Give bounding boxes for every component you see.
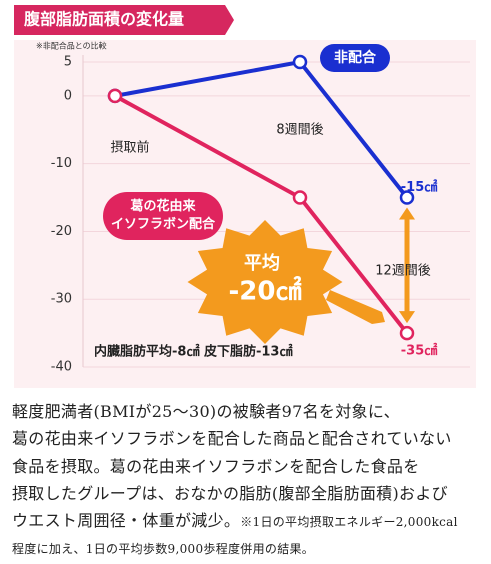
data-point (107, 88, 123, 104)
arrow-head (399, 311, 415, 324)
text-line: 軽度肥満者(BMIが25～30)の被験者97名を対象に、 (12, 402, 400, 421)
y-tick-label: 0 (64, 88, 72, 103)
pointer-arrow (326, 290, 385, 324)
x-tick-label: 8週間後 (276, 123, 323, 138)
footnote: 程度に加え、1日の平均歩数9,000歩程度併用の結果。 (12, 542, 315, 557)
text-line: 葛の花由来イソフラボンを配合した商品と配合されていない (12, 429, 452, 449)
data-label: -15㎠ (401, 179, 438, 195)
chart: 腹部脂肪面積の変化量 ※非配合品との比較 5 0 -10 -20 -30 -40 -15㎠ -… (14, 5, 476, 388)
text-line: 摂取したグループは、おなかの脂肪(腹部全脂肪面積)および (12, 483, 448, 503)
arrow-head (399, 207, 415, 220)
chart-background (14, 40, 476, 388)
y-tick-label: 5 (64, 55, 72, 70)
footnote: ※1日の平均摂取エネルギー2,000kcal (240, 515, 458, 530)
data-point (399, 190, 415, 205)
y-tick-label: -20 (51, 224, 72, 239)
description: 軽度肥満者(BMIが25～30)の被験者97名を対象に、葛の花由来イソフラボンを… (12, 398, 458, 564)
title-banner (14, 5, 234, 35)
title: 腹部脂肪面積の変化量 (24, 10, 184, 29)
y-tick-label: -10 (51, 156, 72, 171)
y-tick-label: -40 (51, 360, 72, 375)
text-line: ウエスト周囲径・体重が減少。 (12, 511, 241, 531)
data-label: -35㎠ (401, 343, 438, 359)
legend-label: 非配合 (334, 49, 377, 66)
x-tick-label: 摂取前 (110, 140, 149, 156)
data-point (399, 325, 415, 341)
annotation: 平均 (244, 252, 280, 274)
data-point (292, 54, 308, 70)
annotation: -20㎠ (229, 276, 302, 307)
y-tick-label: -30 (51, 292, 72, 307)
legend-badge (320, 44, 390, 72)
legend-label: 葛の花由来 イソフラボン配合 (103, 192, 223, 240)
text-line: 食品を摂取。葛の花由来イソフラボンを配合した食品を (12, 456, 420, 476)
annotation: 内臓脂肪平均-8㎠ 皮下脂肪-13㎠ (94, 344, 292, 360)
x-tick-label: 12週間後 (375, 264, 431, 279)
note: ※非配合品との比較 (36, 41, 107, 51)
starburst (187, 220, 343, 344)
data-point (292, 190, 308, 205)
